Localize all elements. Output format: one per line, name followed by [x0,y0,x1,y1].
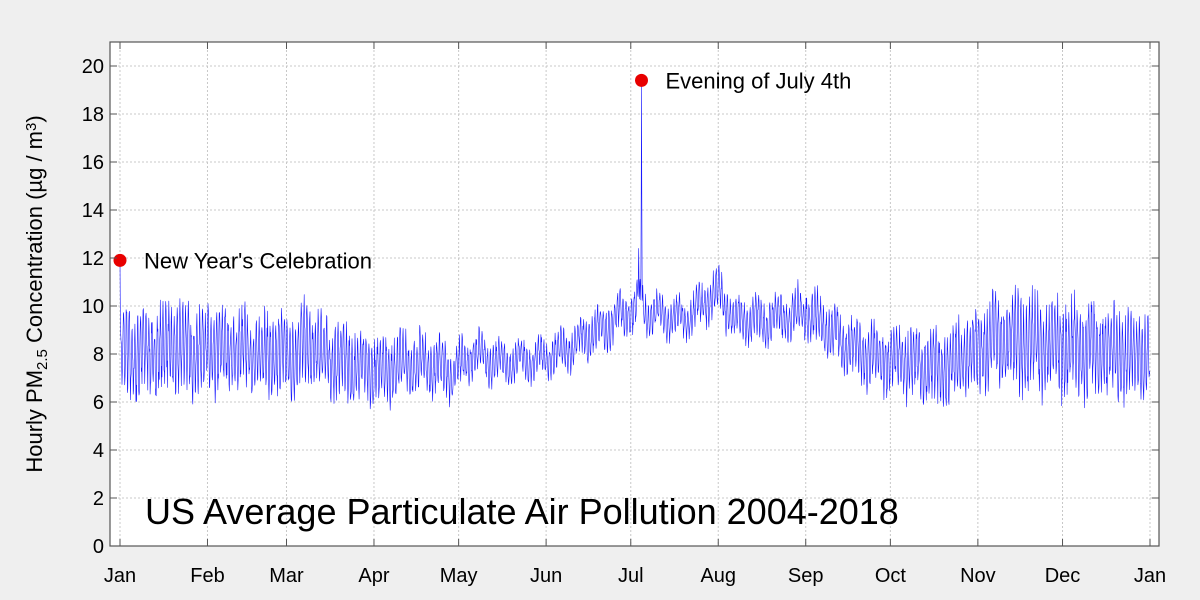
x-tick-label: Apr [358,565,389,587]
x-tick-label: Aug [700,565,736,587]
x-tick-label: Jul [618,565,644,587]
x-tick-label: Nov [960,565,996,587]
x-tick-label: Mar [269,565,304,587]
annotation-label: New Year's Celebration [144,248,372,273]
y-tick-label: 14 [82,200,104,222]
annotation-marker [634,73,648,87]
series-line-hourly-pm25 [119,80,1151,411]
y-tick-label: 18 [82,104,104,126]
x-tick-label: May [440,565,478,587]
y-label-superscript: 3 [23,123,40,131]
annotation-markers: New Year's Celebration Evening of July 4t… [113,68,851,273]
x-tick-label: Jan [104,565,136,587]
y-axis-ticks: 0 2 4 6 8 10 12 14 16 18 20 [82,56,1159,558]
y-tick-label: 16 [82,152,104,174]
y-tick-label: 20 [82,56,104,78]
x-tick-label: Oct [875,565,907,587]
y-tick-label: 12 [82,248,104,270]
x-tick-label: Sep [788,565,824,587]
y-tick-label: 10 [82,296,104,318]
annotation-label: Evening of July 4th [665,68,851,93]
y-tick-label: 8 [93,344,104,366]
x-tick-label: Jun [530,565,562,587]
x-tick-label: Dec [1045,565,1081,587]
annotation-marker [113,253,127,267]
plot-area: New Year's Celebration Evening of July 4t… [109,41,1160,547]
x-tick-label: Jan [1134,565,1166,587]
y-axis-label: Hourly PM2.5 Concentration (µg / m3) [22,115,51,472]
x-axis-ticks: Jan Feb Mar Apr May Jun Jul Aug Sep Oct Nov Dec Jan [104,42,1166,587]
y-label-middle: Concentration (µg / m [22,131,47,349]
y-label-prefix: Hourly PM [22,370,47,473]
y-label-suffix: ) [22,115,47,122]
y-tick-label: 2 [93,488,104,510]
y-tick-label: 6 [93,392,104,414]
y-tick-label: 4 [93,440,104,462]
plot-frame [109,41,1160,547]
y-label-subscript: 2.5 [34,349,51,370]
y-tick-label: 0 [93,536,104,558]
x-tick-label: Feb [190,565,224,587]
chart-title: US Average Particulate Air Pollution 200… [145,491,899,532]
